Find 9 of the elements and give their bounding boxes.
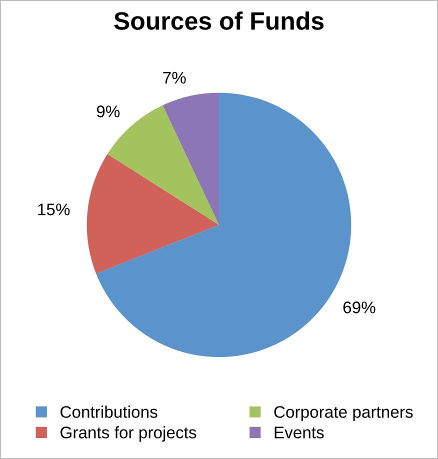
data-label: 9% xyxy=(96,106,120,118)
chart-title: Sources of Funds xyxy=(114,11,324,30)
legend-label: Grants for projects xyxy=(60,426,196,442)
data-label: 15% xyxy=(38,204,70,216)
data-label: 7% xyxy=(163,72,186,84)
data-label: 69% xyxy=(343,302,376,314)
legend-label: Contributions xyxy=(60,406,158,418)
legend-label: Corporate partners xyxy=(274,406,413,422)
legend-label: Events xyxy=(274,426,324,438)
